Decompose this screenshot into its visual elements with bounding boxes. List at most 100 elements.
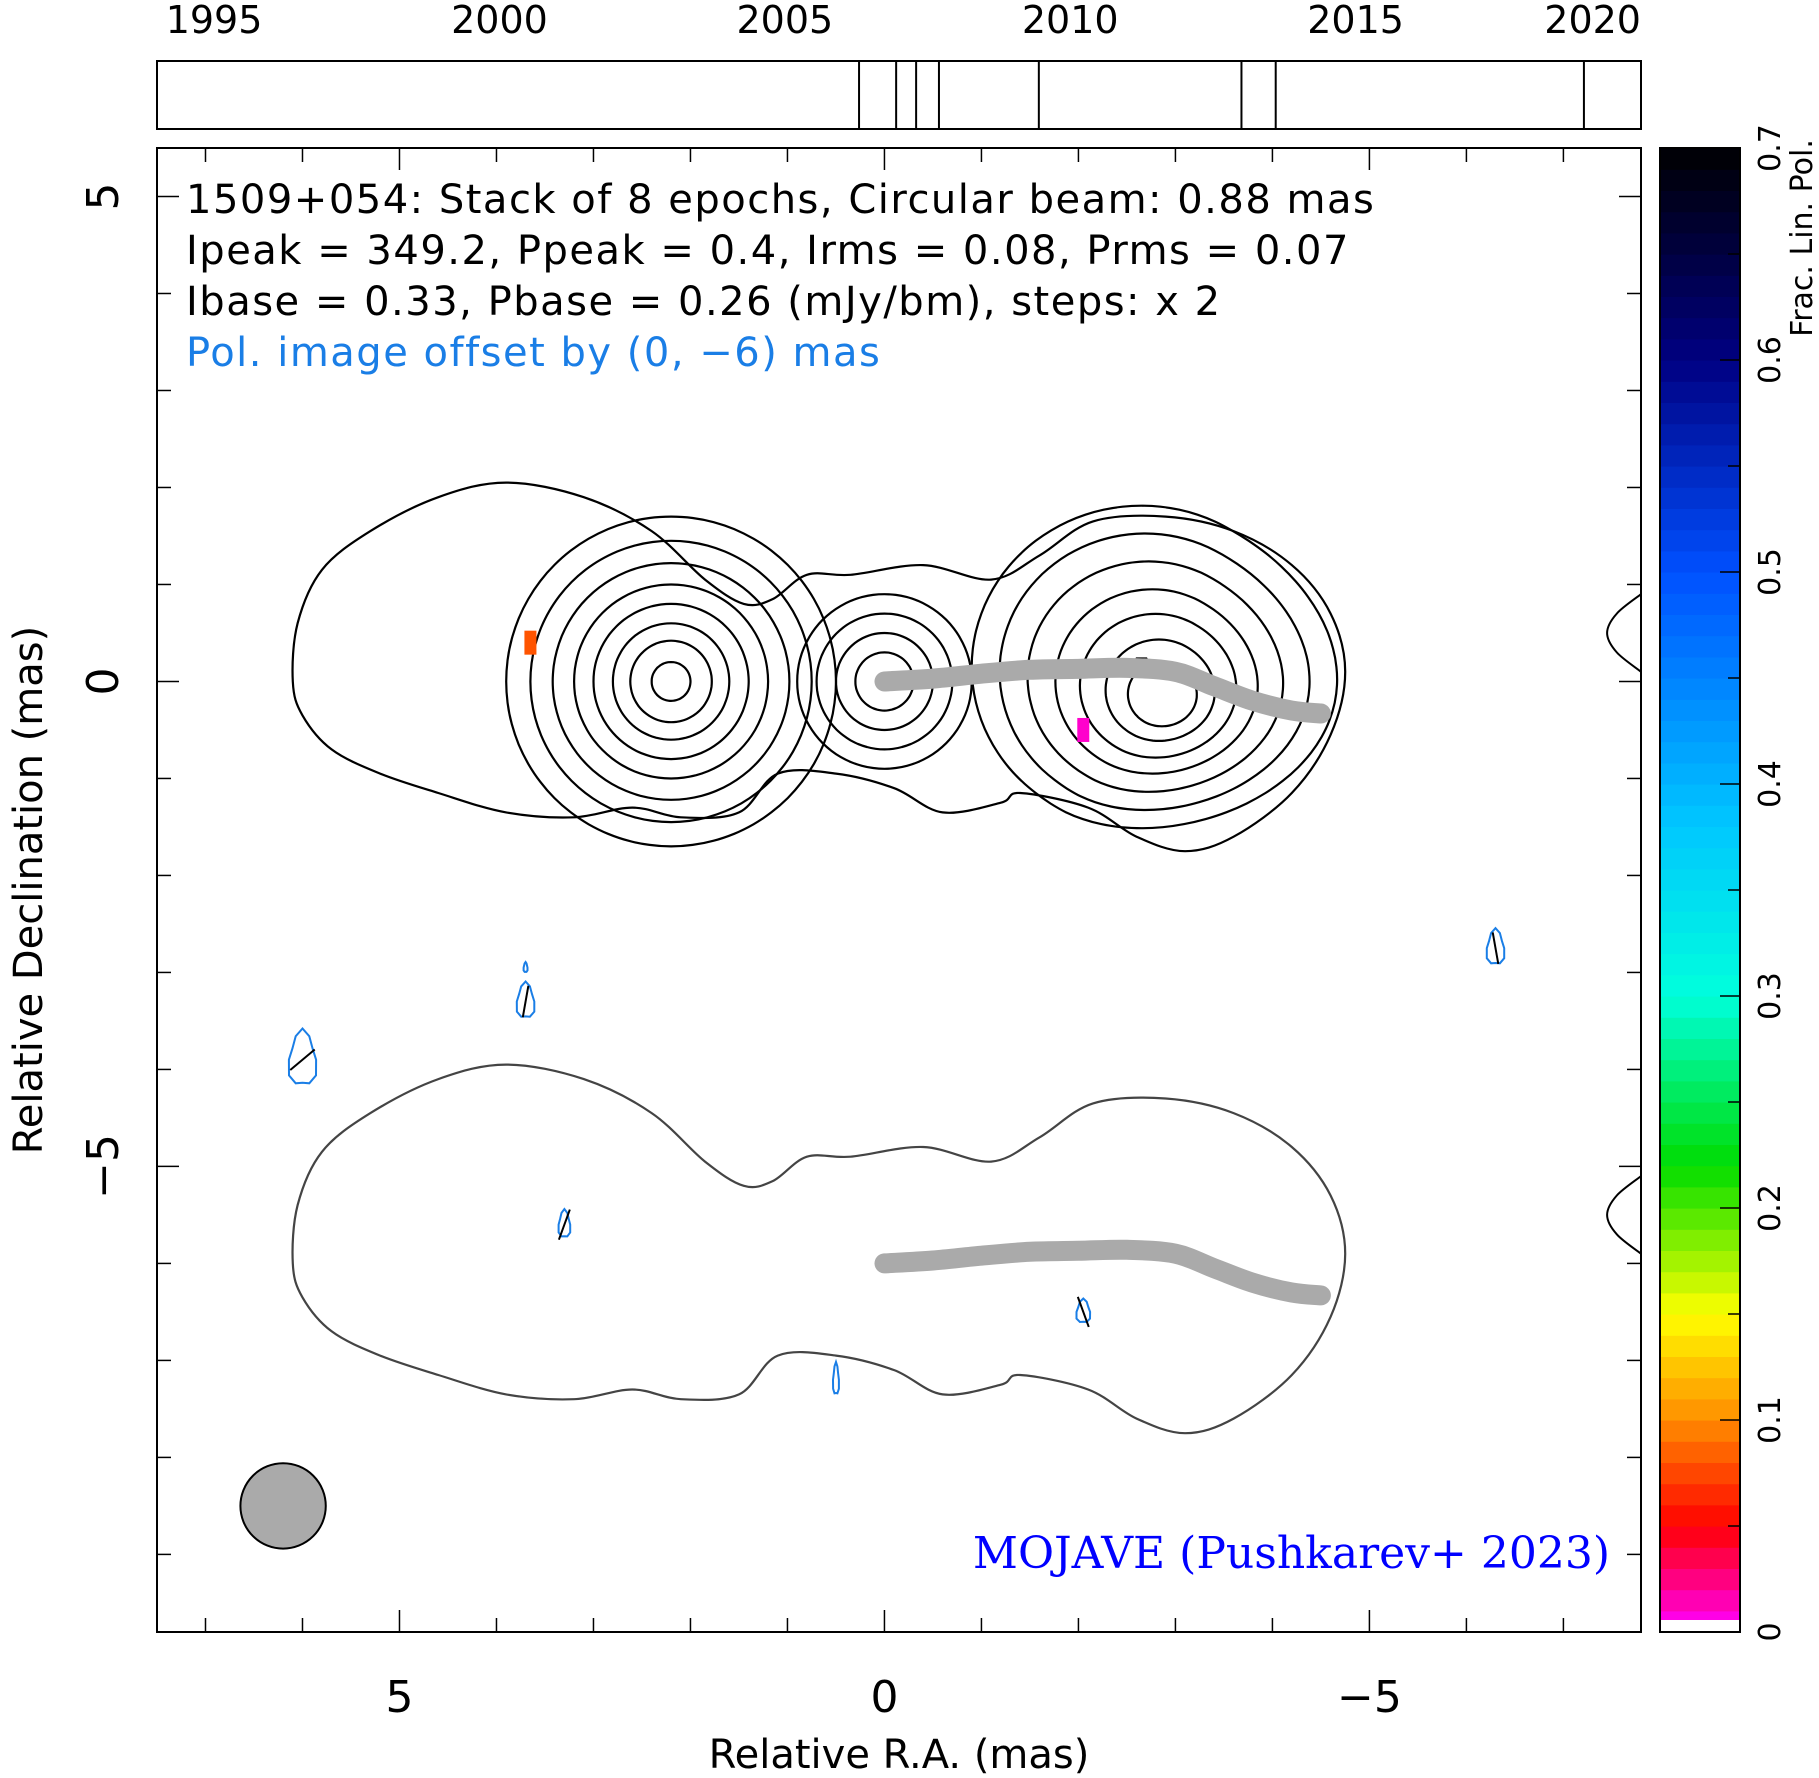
credit-label: MOJAVE (Pushkarev+ 2023) xyxy=(973,1528,1610,1579)
colorbar-band xyxy=(1660,232,1740,255)
colorbar-band xyxy=(1660,381,1740,403)
colorbar-band xyxy=(1660,529,1740,552)
colorbar-band xyxy=(1660,1314,1740,1336)
polarized-contour xyxy=(287,1026,318,1085)
colorbar-band xyxy=(1660,1462,1740,1485)
stokes-i-contour xyxy=(854,651,915,712)
x-tick-labels: 5 0 −5 xyxy=(385,1672,1401,1723)
header-line-1: 1509+054: Stack of 8 epochs, Circular be… xyxy=(186,177,1375,223)
colorbar-band xyxy=(1660,487,1740,509)
plot-background xyxy=(157,148,1641,1632)
x-tick-label: 0 xyxy=(870,1672,898,1723)
edge-contour-fragment xyxy=(1606,593,1641,673)
colorbar-band xyxy=(1660,741,1740,764)
colorbar-tick-label: 0.3 xyxy=(1753,972,1788,1020)
colorbar-tick-label: 0.5 xyxy=(1753,548,1788,596)
colorbar-band xyxy=(1660,1547,1740,1569)
colorbar-band xyxy=(1660,1186,1740,1209)
stokes-i-contour xyxy=(611,622,731,741)
colorbar-band xyxy=(1660,1398,1740,1421)
colorbar-band xyxy=(1660,360,1740,382)
colorbar-band xyxy=(1660,254,1740,276)
colorbar: 0 0.1 0.2 0.3 0.4 0.5 0.6 0.7 Frac. Lin. Pol. xyxy=(1659,124,1819,1642)
polarized-contour xyxy=(1485,926,1506,965)
stokes-i-contour xyxy=(529,539,813,824)
polarized-contour xyxy=(557,1207,572,1238)
colorbar-band xyxy=(1660,699,1740,721)
colorbar-band xyxy=(1660,635,1740,658)
colorbar-band xyxy=(1660,190,1740,213)
timeline-year-label: 2020 xyxy=(1544,0,1641,42)
colorbar-band xyxy=(1660,1441,1740,1463)
timeline-year-label: 1995 xyxy=(166,0,263,42)
polarized-contour xyxy=(522,960,529,973)
colorbar-tick-label: 0.6 xyxy=(1753,336,1788,384)
stokes-i-contour xyxy=(1054,588,1259,775)
colorbar-band xyxy=(1660,656,1740,679)
y-axis-label: Relative Declination (mas) xyxy=(6,626,52,1154)
colorbar-band xyxy=(1660,1017,1740,1039)
colorbar-band xyxy=(1660,1420,1740,1442)
ridge-line-path xyxy=(874,1239,1331,1306)
y-tick-labels: 5 0 −5 xyxy=(78,182,129,1198)
stokes-i-contour xyxy=(291,481,1347,853)
colorbar-band xyxy=(1660,1526,1740,1548)
colorbar-band xyxy=(1660,423,1740,446)
stokes-i-contour xyxy=(551,561,791,801)
polarized-contour xyxy=(515,979,536,1018)
header-line-3: Ibase = 0.33, Pbase = 0.26 (mJy/bm), ste… xyxy=(186,279,1222,325)
colorbar-tick-label: 0.1 xyxy=(1753,1396,1788,1444)
colorbar-tick-label: 0.4 xyxy=(1753,760,1788,808)
y-tick-label: 0 xyxy=(78,667,129,695)
stokes-i-contour xyxy=(1078,612,1238,759)
colorbar-band xyxy=(1660,1250,1740,1273)
colorbar-label: Frac. Lin. Pol. xyxy=(1785,139,1819,337)
colorbar-band xyxy=(1660,678,1740,700)
colorbar-band xyxy=(1660,720,1740,743)
colorbar-band xyxy=(1660,911,1740,933)
beam-ellipse xyxy=(239,1462,327,1550)
evpa-tick xyxy=(557,1209,571,1241)
colorbar-band xyxy=(1660,275,1740,297)
axis-ticks xyxy=(157,148,1641,1632)
colorbar-band xyxy=(1660,1144,1740,1167)
colorbar-band xyxy=(1660,169,1740,191)
evpa-tick xyxy=(1076,1296,1090,1328)
colorbar-band xyxy=(1660,1208,1740,1230)
colorbar-band xyxy=(1660,614,1740,637)
timeline-year-label: 2015 xyxy=(1307,0,1404,42)
colorbar-band xyxy=(1660,826,1740,849)
colorbar-band xyxy=(1660,932,1740,955)
stokes-i-contour xyxy=(505,515,838,848)
colorbar-band xyxy=(1660,1059,1740,1082)
colorbar-band xyxy=(1660,593,1740,615)
colorbar-band xyxy=(1660,1356,1740,1379)
evpa-tick xyxy=(1491,932,1500,965)
colorbar-tick-label: 0.7 xyxy=(1753,124,1788,172)
colorbar-band xyxy=(1660,1123,1740,1145)
colorbar-ticks xyxy=(1720,147,1740,1633)
colorbar-band xyxy=(1660,1504,1740,1527)
colorbar-band xyxy=(1660,1589,1740,1612)
colorbar-band xyxy=(1660,1292,1740,1315)
x-axis-label: Relative R.A. (mas) xyxy=(709,1732,1090,1778)
polarization-outline-contour xyxy=(291,1063,1347,1435)
edge-contour-fragment xyxy=(1606,1175,1641,1255)
colorbar-band xyxy=(1660,402,1740,425)
colorbar-band xyxy=(1660,1229,1740,1251)
evpa-tick xyxy=(521,985,530,1018)
header-line-2: Ipeak = 349.2, Ppeak = 0.4, Irms = 0.08,… xyxy=(186,228,1350,274)
colorbar-band xyxy=(1660,1102,1740,1124)
colorbar-band xyxy=(1660,1377,1740,1400)
y-tick-label: 5 xyxy=(78,182,129,210)
timeline-year-label: 2010 xyxy=(1022,0,1119,42)
colorbar-band xyxy=(1660,890,1740,912)
colorbar-band xyxy=(1660,1335,1740,1357)
frac-pol-pixel xyxy=(524,630,537,655)
timeline-year-label: 2000 xyxy=(451,0,548,42)
stokes-i-contour xyxy=(629,639,713,724)
pol-offset-note: Pol. image offset by (0, −6) mas xyxy=(186,330,881,376)
colorbar-band xyxy=(1660,572,1740,594)
colorbar-band xyxy=(1660,762,1740,785)
polarized-contour xyxy=(831,1358,840,1395)
